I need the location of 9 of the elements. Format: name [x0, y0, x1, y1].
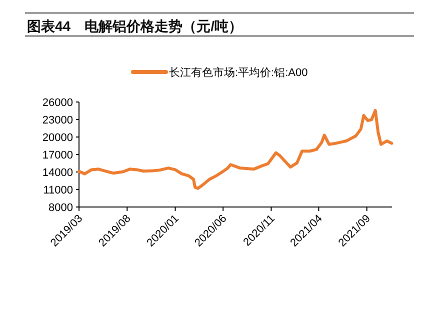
y-tick-label: 26000	[42, 97, 73, 109]
y-tick-label: 23000	[42, 114, 73, 126]
y-tick-label: 8000	[48, 202, 73, 214]
y-tick-label: 11000	[43, 184, 73, 196]
legend-label: 长江有色市场:平均价:铝:A00	[169, 67, 308, 79]
y-tick-label: 14000	[42, 167, 73, 179]
y-tick-label: 20000	[42, 132, 73, 144]
title: 图表44 电解铝价格走势（元/吨）	[27, 18, 242, 34]
y-tick-label: 17000	[42, 150, 73, 162]
